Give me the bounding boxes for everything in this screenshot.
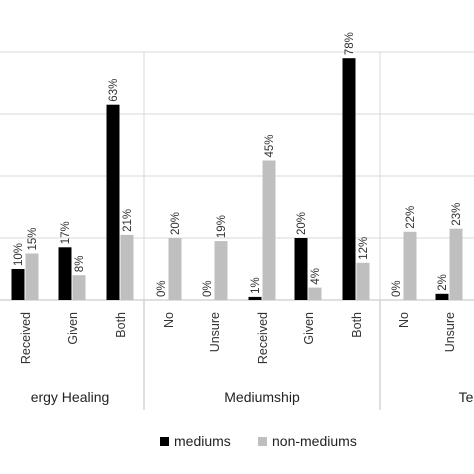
category-tick-label: No [397,312,411,328]
legend: mediums non-mediums [160,433,357,449]
bar-non-mediums [403,231,417,300]
group-label: ergy Healing [31,389,110,405]
data-label-mediums: 2% [437,274,449,291]
data-label-non-mediums: 4% [310,268,322,285]
bar-non-mediums [308,287,322,300]
data-label-non-mediums: 20% [170,212,182,235]
bar-mediums [11,269,25,300]
legend-label-mediums: mediums [174,433,231,449]
data-label-non-mediums: 12% [358,237,370,260]
category-tick-labels: Received Given Both No Unsure Received Given Bo… [19,312,457,364]
data-label-non-mediums: 19% [216,215,228,238]
bar-non-mediums [449,228,463,300]
category-tick-label: Received [19,312,33,364]
bars [11,58,463,301]
bar-mediums [248,296,262,300]
data-label-mediums: 63% [108,79,120,102]
group-labels: ergy Healing Mediumship Te [31,389,474,405]
category-tick-label: Received [256,312,270,364]
bar-mediums [435,293,449,300]
bar-mediums [342,58,356,301]
data-label-non-mediums: 15% [27,227,39,250]
legend-swatch-non-mediums [258,437,267,446]
bar-non-mediums [214,241,228,300]
group-label: Mediumship [224,389,300,405]
category-tick-label: Both [350,312,364,338]
data-label-non-mediums: 8% [74,256,86,273]
data-label-mediums: 1% [250,277,262,294]
data-label-mediums: 10% [13,243,25,266]
data-label-mediums: 0% [202,280,214,297]
category-tick-label: Unsure [208,312,222,352]
category-tick-label: Unsure [443,312,457,352]
bar-mediums [58,247,72,300]
data-label-mediums: 20% [296,212,308,235]
data-label-mediums: 0% [156,280,168,297]
data-label-mediums: 0% [391,280,403,297]
category-tick-label: Given [302,312,316,345]
legend-label-non-mediums: non-mediums [272,433,357,449]
bar-non-mediums [356,262,370,300]
bar-mediums [294,238,308,300]
bar-non-mediums [168,238,182,300]
data-label-non-mediums: 45% [264,134,276,157]
group-label: Te [459,389,474,405]
bar-non-mediums [262,160,276,300]
bar-non-mediums [120,234,134,300]
legend-swatch-mediums [160,437,169,446]
data-label-non-mediums: 23% [451,203,463,226]
data-label-mediums: 78% [344,32,356,55]
category-tick-label: Given [66,312,80,345]
bar-non-mediums [72,275,86,300]
data-label-non-mediums: 22% [405,206,417,229]
data-label-mediums: 17% [60,221,72,244]
data-label-non-mediums: 21% [122,209,134,232]
category-tick-label: Both [114,312,128,338]
bar-mediums [106,104,120,300]
category-tick-label: No [162,312,176,328]
data-labels: 10%15% 17%8% 63% 21% 0% 20% 0% 19% 1% 45% 20% 4% 78%… [13,32,463,297]
bar-non-mediums [25,253,39,300]
